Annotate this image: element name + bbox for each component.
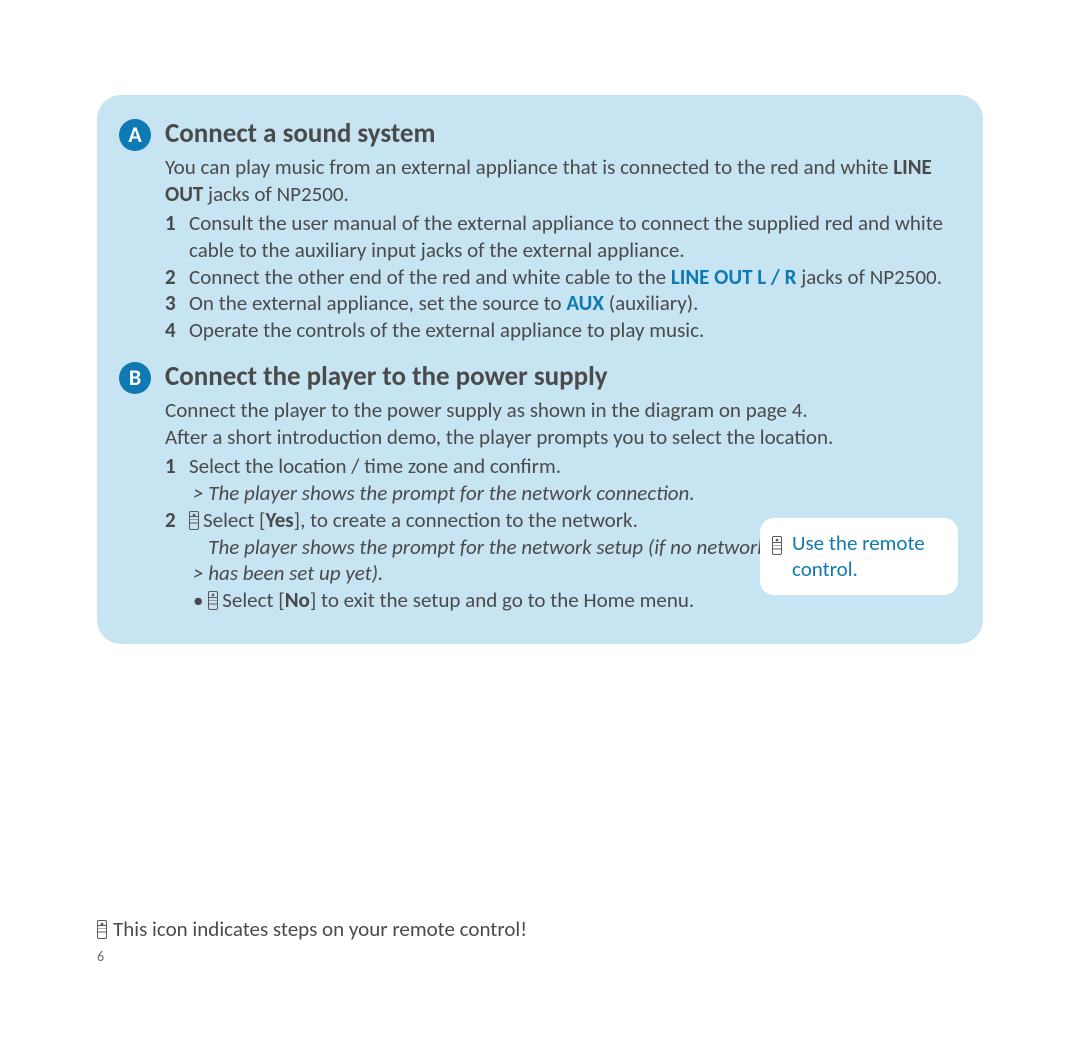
step-b1-result-text: The player shows the prompt for the netw… [208,480,694,506]
step-a2-bold: LINE OUT L / R [671,264,797,290]
step-a3-pre: On the external appliance, set the sourc… [189,290,566,316]
remote-icon [772,536,782,555]
remote-icon [189,511,199,530]
step-a2-pre: Connect the other end of the red and whi… [189,264,671,290]
step-b1-result: The player shows the prompt for the netw… [189,480,955,507]
section-a-intro-post: jacks of NP2500. [203,181,349,207]
section-a-body: Connect a sound system You can play musi… [165,117,955,344]
section-b-title: Connect the player to the power supply [165,360,955,393]
step-a4-text: Operate the controls of the external app… [189,317,704,343]
section-a: A Connect a sound system You can play mu… [119,117,955,344]
step-b2-bullet-pre: Select [ [222,587,284,613]
section-badge-b: B [119,362,151,394]
step-b1-text: Select the location / time zone and conf… [189,453,561,479]
step-a4: Operate the controls of the external app… [165,317,955,344]
step-b2-result-text: The player shows the prompt for the netw… [208,534,788,588]
section-a-intro-pre: You can play music from an external appl… [165,154,893,180]
page-number: 6 [97,948,104,965]
step-b2-pre: Select [ [203,507,265,533]
remote-icon [208,591,218,610]
step-b2-bullet-bold: No [285,587,310,613]
step-a1-text: Consult the user manual of the external … [189,210,943,263]
step-a1: Consult the user manual of the external … [165,210,955,264]
section-a-steps: Consult the user manual of the external … [165,210,955,344]
section-b-intro-l2: After a short introduction demo, the pla… [165,424,833,450]
step-b2-post: ], to create a connection to the network… [294,507,638,533]
step-a3: On the external appliance, set the sourc… [165,290,955,317]
manual-page: A Connect a sound system You can play mu… [0,0,1080,1041]
step-a3-bold: AUX [566,290,604,316]
step-a2-post: jacks of NP2500. [796,264,942,290]
section-badge-a: A [119,119,151,151]
step-b1: Select the location / time zone and conf… [165,453,955,507]
step-b2-bullet-post: ] to exit the setup and go to the Home m… [310,587,694,613]
step-a2: Connect the other end of the red and whi… [165,264,955,291]
step-b2-bold: Yes [265,507,293,533]
remote-icon [97,920,107,939]
section-b-intro-l1: Connect the player to the power supply a… [165,397,808,423]
callout-text: Use the remote control. [792,530,946,583]
step-a3-post: (auxiliary). [604,290,698,316]
section-b-intro: Connect the player to the power supply a… [165,397,955,451]
footnote-text: This icon indicates steps on your remote… [113,916,527,942]
footnote: This icon indicates steps on your remote… [97,916,527,942]
section-a-title: Connect a sound system [165,117,955,150]
callout-remote: Use the remote control. [760,518,958,595]
section-a-intro: You can play music from an external appl… [165,154,955,208]
